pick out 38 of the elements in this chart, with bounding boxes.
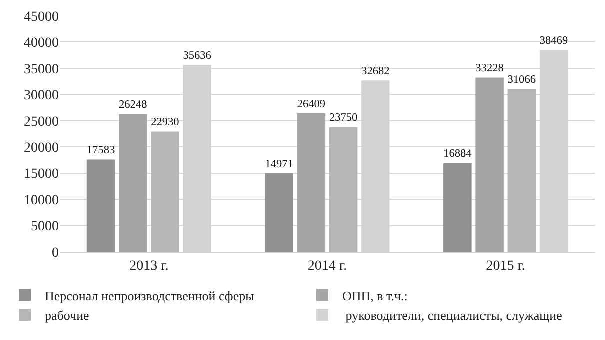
legend-label: ОПП, в т.ч.:	[342, 288, 408, 304]
data-label: 17583	[86, 144, 116, 157]
legend-label: Персонал непроизводственной сферы	[45, 288, 255, 304]
data-label: 33228	[476, 62, 504, 75]
bar	[151, 132, 180, 252]
x-tick-label: 2014 г.	[308, 258, 348, 274]
bar	[297, 114, 326, 252]
x-tick-label: 2013 г.	[130, 258, 169, 274]
y-tick-label: 25000	[24, 114, 59, 130]
data-label: 23750	[329, 112, 358, 124]
bar	[444, 163, 472, 252]
y-tick-label: 15000	[24, 167, 59, 182]
y-tick-label: 40000	[24, 36, 59, 52]
legend-label: рабочие	[45, 308, 90, 324]
data-label: 26248	[118, 99, 148, 112]
bar	[329, 127, 358, 252]
y-tick-label: 10000	[24, 193, 59, 208]
data-label: 14971	[265, 158, 294, 170]
data-label: 31066	[508, 74, 536, 86]
y-tick-label: 20000	[24, 141, 59, 156]
bar	[476, 78, 504, 252]
x-tick-label: 2015 г.	[486, 258, 526, 274]
y-tick-label: 30000	[24, 88, 59, 104]
data-label: 38469	[540, 35, 568, 48]
bar	[118, 114, 148, 252]
bar	[86, 160, 116, 252]
legend-label: руководители, специалисты, служащие	[342, 308, 563, 324]
y-tick-label: 0	[52, 246, 59, 261]
y-tick-label: 35000	[24, 62, 59, 78]
data-label: 32682	[362, 65, 390, 78]
y-tick-label: 45000	[24, 10, 59, 25]
y-tick-label: 5000	[31, 220, 59, 235]
data-label: 16884	[444, 148, 472, 160]
bar	[508, 89, 536, 252]
data-label: 22930	[151, 116, 180, 129]
data-label: 26409	[297, 98, 326, 110]
bar	[265, 173, 294, 252]
data-label: 35636	[183, 50, 212, 62]
